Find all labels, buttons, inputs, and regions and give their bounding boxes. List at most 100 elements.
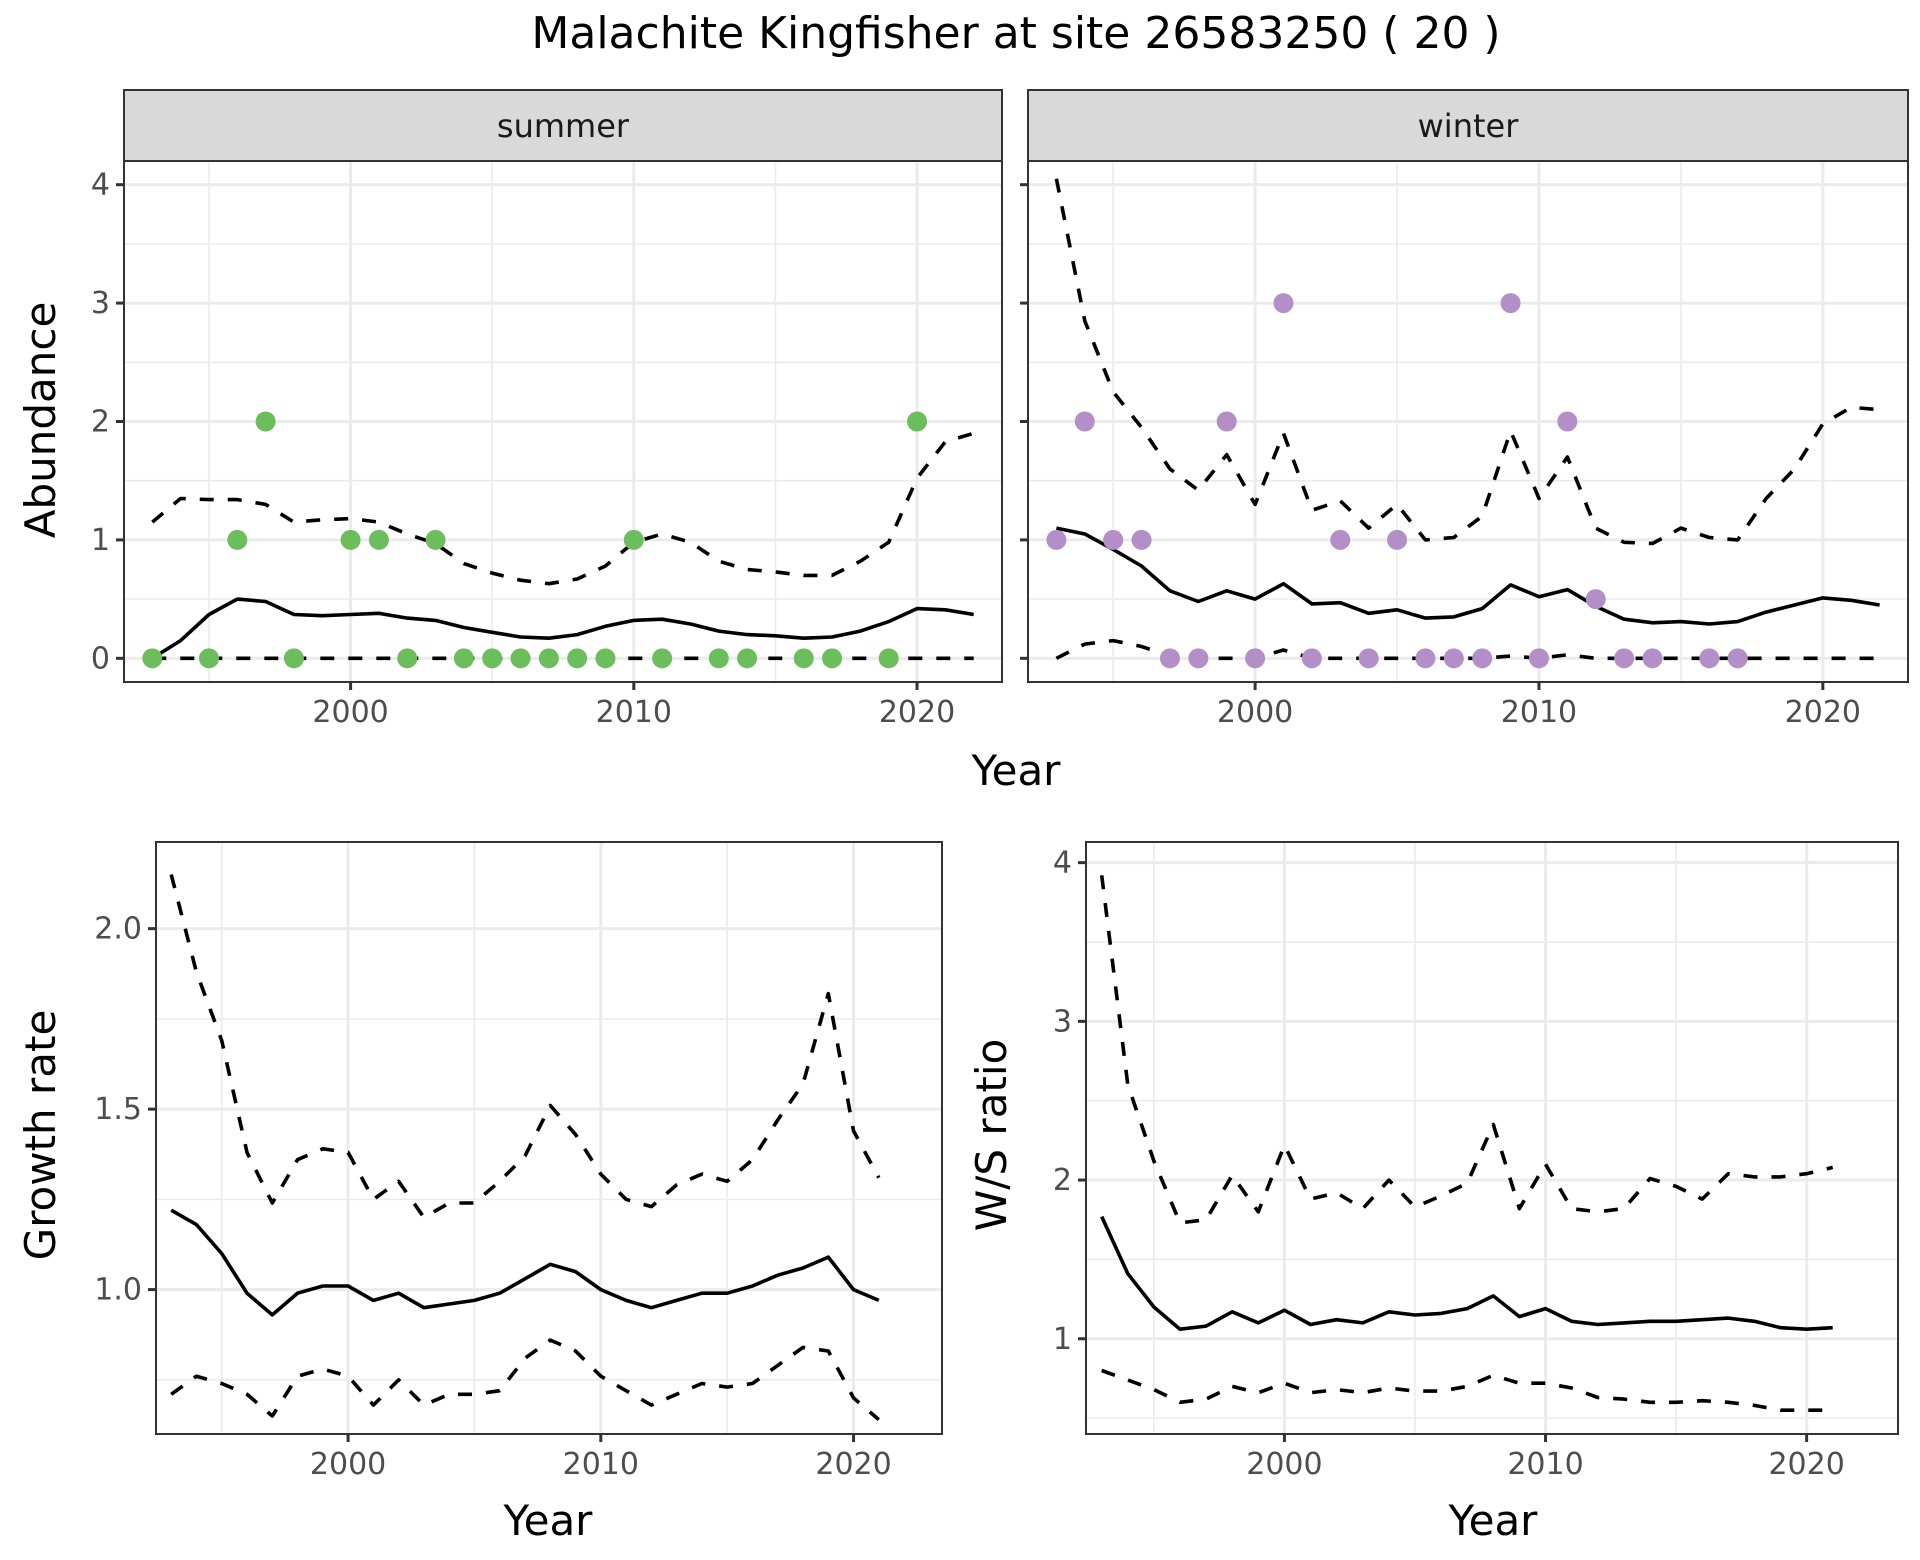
ws-x-axis-title: Year [1448,1496,1539,1545]
figure-title: Malachite Kingfisher at site 26583250 ( … [531,8,1500,59]
data-point [1159,648,1180,669]
data-point [652,648,673,669]
data-point [595,648,616,669]
data-point [708,648,729,669]
data-point [368,529,389,550]
y-tick-label: 2 [1053,1163,1072,1198]
x-tick-label: 2020 [815,1447,891,1482]
x-tick-label: 2000 [310,1447,386,1482]
facet-label-summer: summer [497,107,630,145]
y-tick-label: 4 [1053,846,1072,881]
series-mean-line [151,597,974,660]
growth-y-axis-title: Growth rate [16,1010,65,1261]
y-tick-label: 2.0 [94,912,142,947]
y-tick-label: 1 [91,523,110,558]
data-point [340,529,361,550]
series-upper-line [151,431,975,586]
series-upper-line [1054,178,1880,546]
y-tick-label: 1 [1053,1322,1072,1357]
data-point [255,411,276,432]
series-mean-line [1056,526,1880,626]
x-tick-label: 2020 [879,695,955,730]
data-point [1387,529,1408,550]
top-x-axis-title: Year [971,746,1062,795]
plot-background [1086,842,1898,1434]
data-point [397,648,418,669]
data-point [1188,648,1209,669]
x-tick-label: 2020 [1785,695,1861,730]
y-tick-label: 3 [1053,1004,1072,1039]
facet-strip-winter: winter [1027,89,1909,162]
data-point [1358,648,1379,669]
y-tick-label: 1.0 [94,1273,142,1308]
data-point [510,648,531,669]
data-point [142,648,163,669]
growth-x-axis-title: Year [503,1496,594,1545]
panel-border [155,841,943,1435]
x-tick-label: 2010 [596,695,672,730]
data-point [227,529,248,550]
y-tick-label: 2 [91,405,110,440]
data-point [1500,293,1521,314]
data-point [1557,411,1578,432]
data-point [1727,648,1748,669]
y-tick-label: 1.5 [94,1092,142,1127]
data-point [1443,648,1464,669]
data-point [1046,529,1067,550]
data-point [482,648,503,669]
panel-growth-rate: 2000 2010 2020 1.0 1.5 2.0 [94,841,943,1482]
x-tick-label: 2010 [1501,695,1577,730]
data-point [1415,648,1436,669]
data-point [1642,648,1663,669]
data-point [1131,529,1152,550]
data-point [907,411,928,432]
x-tick-label: 2000 [312,695,388,730]
series-mean-line [170,1208,880,1317]
data-point [198,648,219,669]
data-point [1273,293,1294,314]
ws-y-axis-title: W/S ratio [967,1039,1016,1232]
facet-strip-summer: summer [123,89,1003,162]
panel-border [1085,841,1899,1435]
data-point [538,648,559,669]
panel-abundance-winter: 2000 2010 2020 [1020,160,1909,730]
data-point [793,648,814,669]
panel-ws-ratio: 2000 2010 2020 1 2 3 4 [1053,841,1899,1482]
data-point [822,648,843,669]
series-lower-line [1101,1368,1833,1412]
data-point [623,529,644,550]
data-point [878,648,899,669]
data-point [1614,648,1635,669]
x-tick-label: 2000 [1246,1447,1322,1482]
data-point [1330,529,1351,550]
data-point [425,529,446,550]
data-point [1699,648,1720,669]
x-tick-label: 2010 [563,1447,639,1482]
x-tick-label: 2000 [1217,695,1293,730]
data-point [1216,411,1237,432]
data-point [1245,648,1266,669]
y-tick-label: 3 [91,286,110,321]
data-point [1472,648,1493,669]
series-lower-line [170,1338,880,1421]
x-tick-label: 2020 [1768,1447,1844,1482]
y-tick-label: 0 [91,641,110,676]
x-tick-label: 2010 [1507,1447,1583,1482]
top-y-axis-title: Abundance [16,302,65,539]
data-point [1103,529,1124,550]
series-mean-line [1100,1215,1833,1331]
series-upper-line [169,874,881,1220]
data-point [1528,648,1549,669]
y-tick-label: 4 [91,168,110,203]
plot-background [156,842,942,1434]
data-point [1301,648,1322,669]
panel-abundance-summer: 2000 2010 2020 0 1 2 3 4 [91,160,1003,730]
data-point [737,648,758,669]
data-point [1585,589,1606,610]
data-point [567,648,588,669]
facet-label-winter: winter [1418,107,1520,145]
data-point [283,648,304,669]
data-point [453,648,474,669]
data-point [1074,411,1095,432]
